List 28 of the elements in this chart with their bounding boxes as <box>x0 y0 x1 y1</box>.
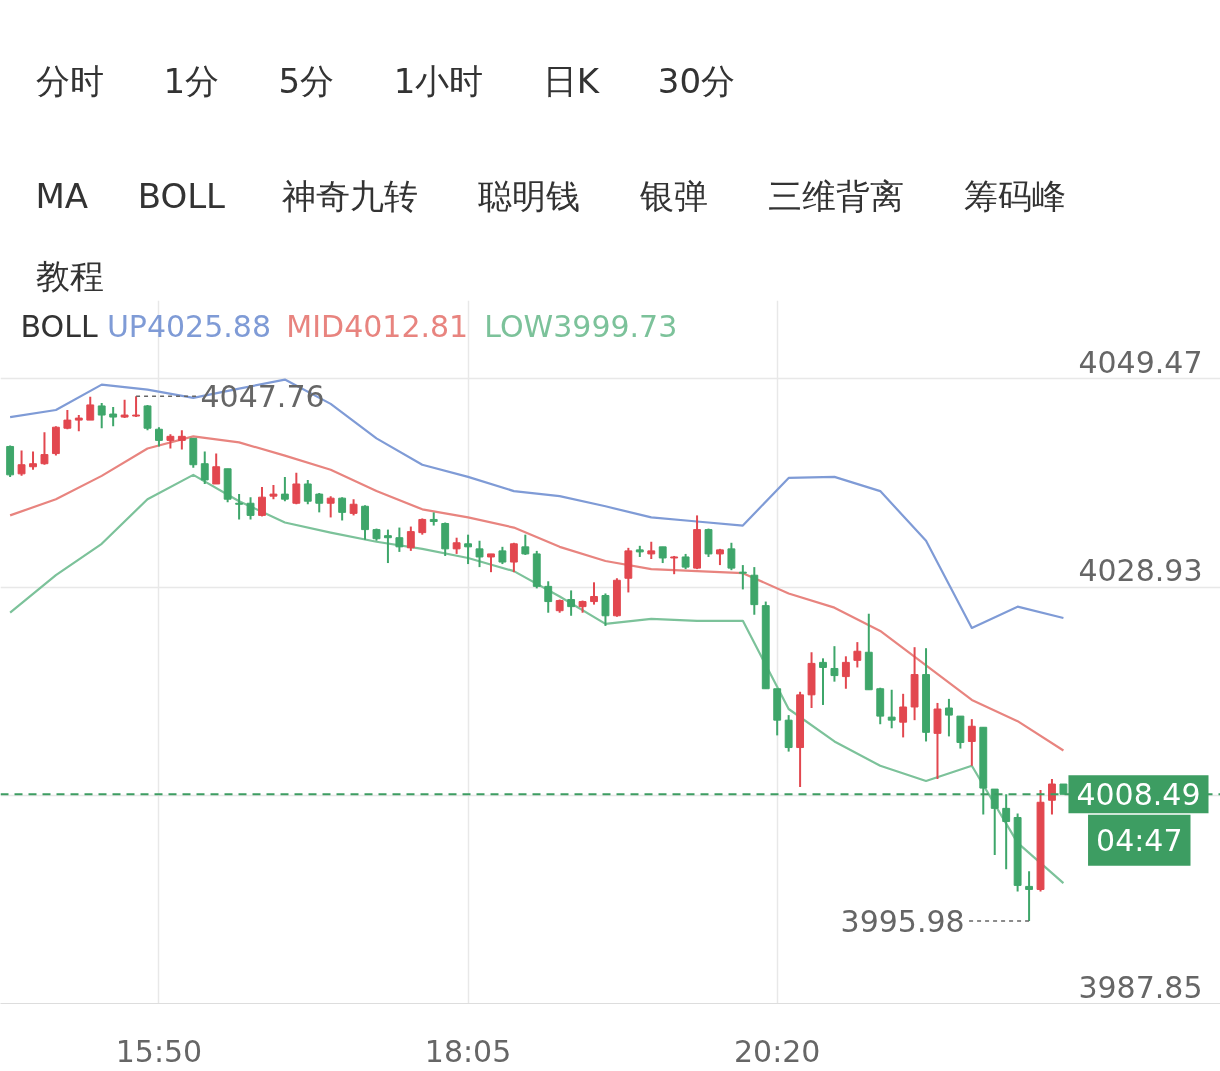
text: LOW3999.73 <box>484 309 678 344</box>
text: BOLL <box>137 175 226 216</box>
text: MA <box>35 175 89 216</box>
series-label: UP4025.88 <box>106 309 272 344</box>
text: 神奇九转 <box>281 175 418 216</box>
text: 1小时 <box>393 60 484 101</box>
y-tick-label: 4049.47 <box>1078 344 1203 380</box>
text: 聪明钱 <box>477 175 580 216</box>
text: MID4012.81 <box>286 309 469 344</box>
x-tick-label: 20:20 <box>733 1033 821 1069</box>
text: 银弹 <box>638 175 708 216</box>
y-tick-label: 3987.85 <box>1078 969 1203 1005</box>
text: 分时 <box>35 60 104 101</box>
text: 筹码峰 <box>963 175 1066 216</box>
text: 5分 <box>278 60 335 101</box>
legend-title: BOLL <box>20 309 98 344</box>
x-tick-label: 18:05 <box>424 1033 512 1069</box>
y-tick-label: 4028.93 <box>1078 553 1203 589</box>
annotation: 3995.98 <box>840 904 965 940</box>
annotation: 04:47 <box>1096 822 1183 858</box>
annotation: 4047.76 <box>200 379 325 415</box>
text: 30分 <box>657 60 736 101</box>
text: 1分 <box>163 60 220 101</box>
ref-line-label: 4008.49 <box>1076 777 1201 813</box>
text: 日K <box>542 60 601 101</box>
text: 教程 <box>35 255 104 296</box>
text: 三维背离 <box>767 175 904 216</box>
x-tick-label: 15:50 <box>115 1033 203 1069</box>
